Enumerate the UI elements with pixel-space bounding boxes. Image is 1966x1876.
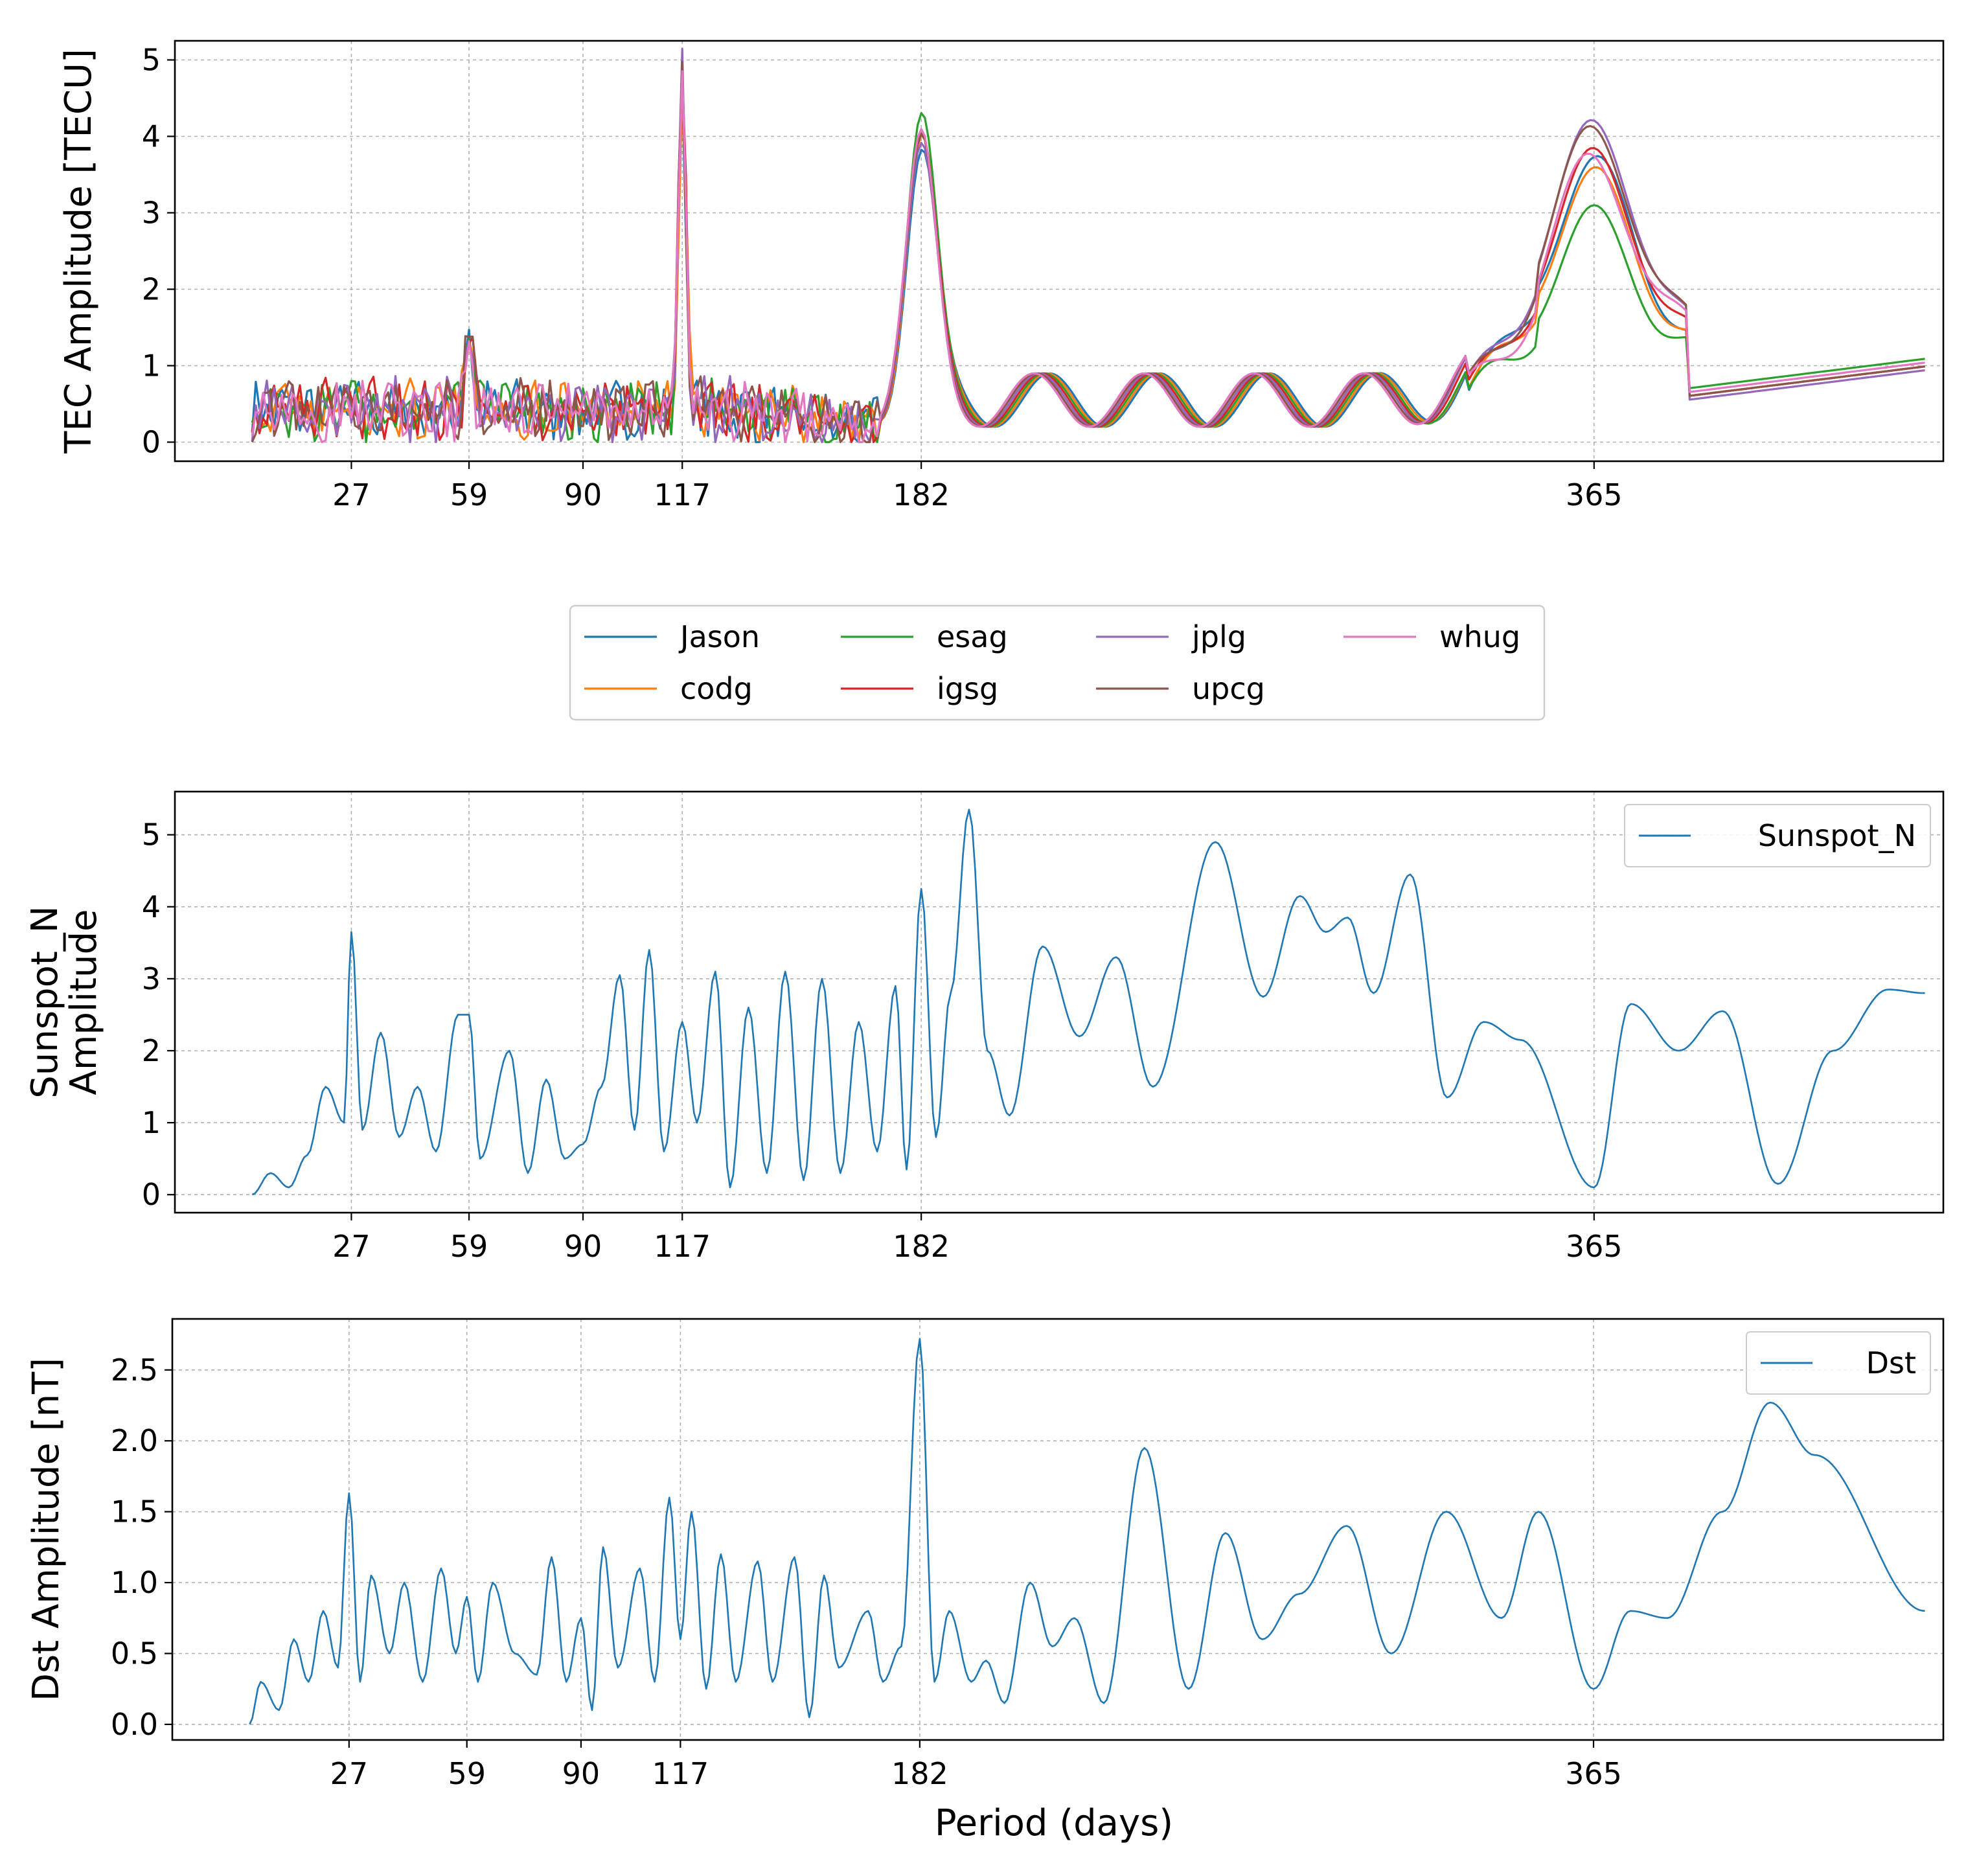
legend-label-esag: esag — [937, 619, 1008, 654]
x-tick-label: 365 — [1565, 1756, 1622, 1791]
legend-box — [569, 604, 1546, 721]
x-tick-label: 90 — [564, 1229, 602, 1264]
x-tick-label: 117 — [654, 477, 711, 512]
sunspot-amplitude-panel: 27 59 90 117 182 365012345Sunspot_NAmplitudeS… — [24, 790, 1945, 1264]
y-axis-title: Dst Amplitude [nT] — [25, 1358, 67, 1701]
x-tick-label: 182 — [891, 1756, 948, 1791]
axes-frame — [174, 40, 1945, 463]
y-tick-label: 0.0 — [111, 1707, 158, 1742]
series-line-dst — [249, 1338, 1925, 1725]
x-tick-label: 27 — [332, 1229, 371, 1264]
x-axis-title: Period (days) — [935, 1802, 1173, 1844]
y-axis-title: Sunspot_NAmplitude — [24, 906, 105, 1098]
legend-label: Sunspot_N — [1758, 818, 1916, 853]
y-axis-title-line: Sunspot_N — [24, 906, 66, 1098]
series-line-esag — [251, 64, 1925, 444]
legend-box — [1746, 1331, 1931, 1395]
y-tick-label: 5 — [142, 43, 161, 78]
y-tick-label: 0 — [142, 425, 161, 460]
y-tick-label: 2.0 — [111, 1423, 158, 1458]
y-tick-label: 3 — [142, 196, 161, 231]
x-tick-label: 27 — [332, 477, 371, 512]
y-tick-label: 0 — [142, 1177, 161, 1212]
axes-frame — [171, 1318, 1945, 1741]
y-tick-label: 4 — [142, 889, 161, 924]
y-tick-label: 2 — [142, 272, 161, 307]
y-tick-label: 1 — [142, 1105, 161, 1140]
x-tick-label: 365 — [1566, 477, 1623, 512]
y-tick-label: 3 — [142, 961, 161, 996]
x-tick-label: 59 — [448, 1756, 486, 1791]
x-tick-label: 90 — [562, 1756, 600, 1791]
series-line-whug — [251, 70, 1925, 444]
x-tick-label: 365 — [1566, 1229, 1623, 1264]
legend-label-igsg: igsg — [937, 671, 998, 706]
y-tick-label: 1 — [142, 349, 161, 383]
x-tick-label: 117 — [654, 1229, 711, 1264]
tec-amplitude-panel: 27 59 90 117 182 365 0 1 2 3 4 5 TEC Amplitude [TECU… — [58, 40, 1945, 512]
legend-label-jason: Jason — [678, 619, 760, 654]
x-tick-label: 182 — [893, 477, 950, 512]
legend-label-jplg: jplg — [1191, 619, 1246, 654]
legend-label: Dst — [1866, 1345, 1916, 1380]
x-tick-label: 27 — [330, 1756, 369, 1791]
axes-frame — [174, 790, 1945, 1214]
series-line-sunspot_n — [251, 808, 1925, 1196]
x-tick-label: 90 — [564, 477, 602, 512]
x-tick-label: 182 — [893, 1229, 950, 1264]
y-axis-title-line: Amplitude — [63, 909, 105, 1095]
x-tick-label: 59 — [450, 477, 488, 512]
y-tick-label: 1.0 — [111, 1565, 158, 1600]
legend-label-whug: whug — [1439, 619, 1520, 654]
x-tick-label: 59 — [450, 1229, 488, 1264]
legend-label-upcg: upcg — [1192, 671, 1265, 706]
y-tick-label: 4 — [142, 119, 161, 154]
y-tick-label: 2 — [142, 1033, 161, 1068]
tec-legend: Jason codg esag igsg jplg upcg whug — [569, 604, 1546, 721]
y-tick-label: 0.5 — [111, 1636, 158, 1671]
legend-box — [1624, 804, 1931, 867]
y-axis-title: TEC Amplitude [TECU] — [58, 49, 100, 454]
dst-amplitude-panel: 27 59 90 117 182 365 0.0 0.5 1.0 1.5 2.0 2.5 Dst Amp… — [25, 1318, 1945, 1791]
y-tick-label: 5 — [142, 818, 161, 852]
y-tick-label: 2.5 — [111, 1353, 158, 1388]
x-tick-label: 117 — [652, 1756, 709, 1791]
legend-label-codg: codg — [680, 671, 753, 706]
y-tick-label: 1.5 — [111, 1494, 158, 1529]
